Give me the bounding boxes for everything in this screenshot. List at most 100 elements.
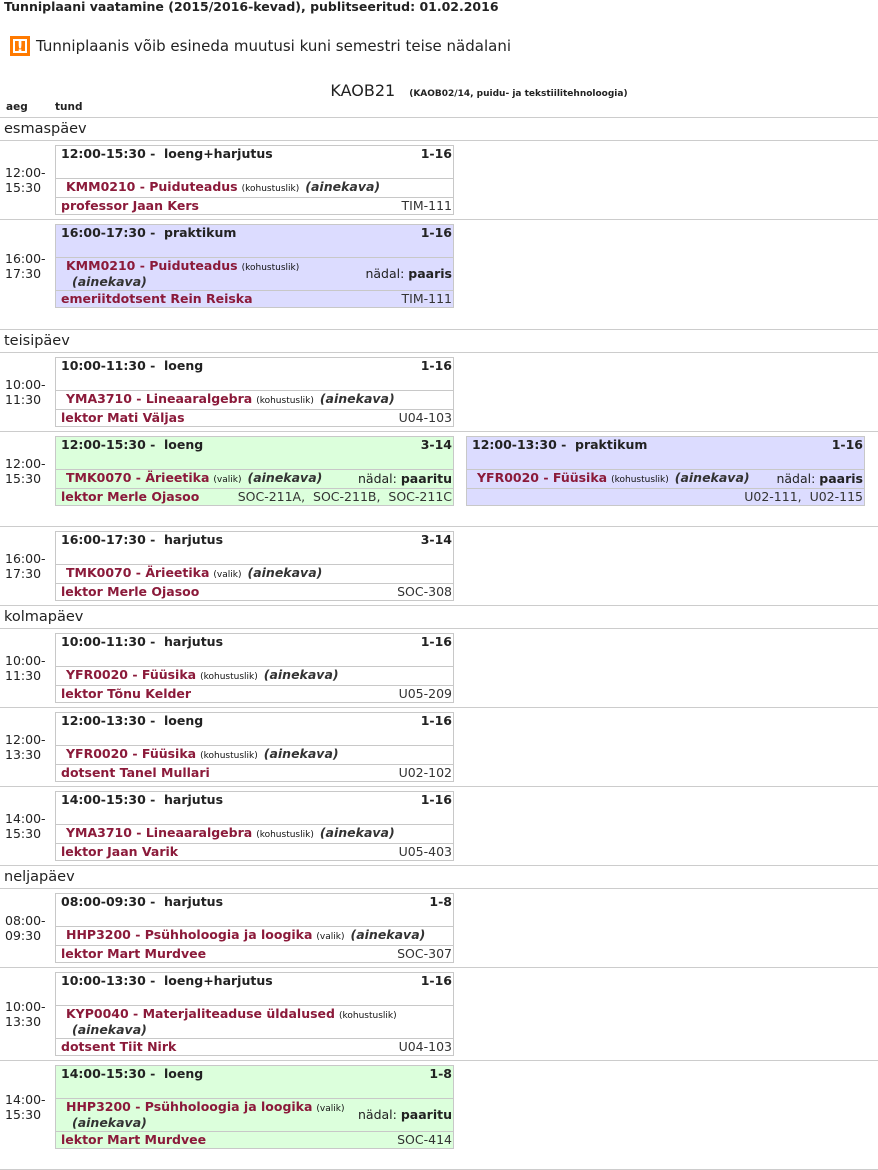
course-link[interactable]: HHP3200 - Psühholoogia ja loogika <box>66 1099 313 1114</box>
course-link[interactable]: KYP0040 - Materjaliteaduse üldalused <box>66 1006 335 1021</box>
teacher-link[interactable]: lektor Merle Ojasoo <box>61 584 200 599</box>
course-status: (kohustuslik) <box>338 1011 397 1021</box>
time-slot: 12:00- 15:30 12:00-15:30 - loeng 3-14 TMK007… <box>0 432 878 527</box>
ainekava-link[interactable]: (ainekava) <box>72 274 147 289</box>
slot-time-text: 14:00- 15:30 <box>5 811 46 841</box>
rooms: U04-103 <box>398 410 452 425</box>
course-link[interactable]: YFR0020 - Füüsika <box>66 667 197 682</box>
rooms: SOC-308 <box>397 584 452 599</box>
lesson-card: 14:00-15:30 - harjutus 1-16 YMA3710 - Line… <box>55 791 454 861</box>
teacher-link[interactable]: professor Jaan Kers <box>61 198 199 213</box>
course-status: (kohustuslik) <box>611 475 669 485</box>
lesson-cards: 16:00-17:30 - harjutus 3-14 TMK0070 - Ärie… <box>55 531 454 601</box>
lesson-header: 12:00-13:30 - loeng 1-16 <box>56 713 453 746</box>
time-slot: 14:00- 15:30 14:00-15:30 - loeng 1-8 HHP3200… <box>0 1061 878 1170</box>
day-header: kolmapäev <box>0 606 878 629</box>
teacher-link[interactable]: lektor Mati Väljas <box>61 410 185 425</box>
ainekava-link[interactable]: (ainekava) <box>674 470 750 485</box>
rooms: SOC-414 <box>397 1132 452 1147</box>
ainekava-link[interactable]: (ainekava) <box>72 1022 147 1037</box>
course-link[interactable]: KMM0210 - Puiduteadus <box>66 179 238 194</box>
course-link[interactable]: YFR0020 - Füüsika <box>66 746 197 761</box>
course-status: (kohustuslik) <box>256 830 314 840</box>
lesson-card: 16:00-17:30 - praktikum 1-16 KMM0210 - Pui… <box>55 224 454 308</box>
lesson-header: 16:00-17:30 - praktikum 1-16 <box>56 225 453 258</box>
teacher-link[interactable]: lektor Mart Murdvee <box>61 1132 207 1147</box>
course-link[interactable]: TMK0070 - Ärieetika <box>66 565 210 580</box>
time-slot: 16:00- 17:30 16:00-17:30 - praktikum 1-16 KM… <box>0 220 878 330</box>
teacher-link[interactable]: dotsent Tiit Nirk <box>61 1039 177 1054</box>
course-link[interactable]: YFR0020 - Füüsika <box>477 470 608 485</box>
course-info: HHP3200 - Psühholoogia ja loogika (valik… <box>66 928 452 944</box>
lesson-cards: 12:00-13:30 - loeng 1-16 YFR0020 - Füüsika… <box>55 712 454 782</box>
rooms: SOC-307 <box>397 946 452 961</box>
course-link[interactable]: TMK0070 - Ärieetika <box>66 470 210 485</box>
column-headers: aeg tund <box>0 101 878 118</box>
ainekava-link[interactable]: (ainekava) <box>72 1115 147 1130</box>
rooms: TIM-111 <box>401 291 452 306</box>
slot-time: 10:00- 11:30 <box>0 357 55 427</box>
slot-time: 12:00- 13:30 <box>0 712 55 782</box>
ainekava-link[interactable]: (ainekava) <box>247 565 323 580</box>
teacher-row: professor Jaan Kers TIM-111 <box>56 198 453 214</box>
ainekava-link[interactable]: (ainekava) <box>319 825 395 840</box>
teacher-link[interactable]: emeriitdotsent Rein Reiska <box>61 291 253 306</box>
page-title: Tunniplaani vaatamine (2015/2016-kevad),… <box>4 0 499 14</box>
course-link[interactable]: YMA3710 - Lineaaralgebra <box>66 825 253 840</box>
lesson-time-type: 14:00-15:30 - harjutus <box>61 792 224 807</box>
teacher-link[interactable]: dotsent Tanel Mullari <box>61 765 210 780</box>
time-slot: 16:00- 17:30 16:00-17:30 - harjutus 3-14 TMK… <box>0 527 878 606</box>
time-slot: 08:00- 09:30 08:00-09:30 - harjutus 1-8 HHP3… <box>0 889 878 968</box>
teacher-row: U02-111, U02-115 <box>467 489 864 505</box>
ainekava-link[interactable]: (ainekava) <box>263 746 339 761</box>
course-row: KYP0040 - Materjaliteaduse üldalused (ko… <box>56 1006 453 1039</box>
teacher-row: lektor Tõnu Kelder U05-209 <box>56 686 453 702</box>
group-heading: KAOB21 (KAOB02/14, puidu- ja tekstiilite… <box>0 81 878 101</box>
course-row: KMM0210 - Puiduteadus (kohustuslik) (aine… <box>56 179 453 198</box>
lesson-weeks: 1-16 <box>420 713 452 728</box>
lesson-header: 10:00-11:30 - harjutus 1-16 <box>56 634 453 667</box>
lesson-card: 14:00-15:30 - loeng 1-8 HHP3200 - Psühholo… <box>55 1065 454 1149</box>
slot-time-text: 16:00- 17:30 <box>5 551 46 581</box>
teacher-link[interactable]: lektor Merle Ojasoo <box>61 489 200 504</box>
ainekava-link[interactable]: (ainekava) <box>247 470 323 485</box>
lesson-card: 10:00-11:30 - loeng 1-16 YMA3710 - Lineaar… <box>55 357 454 427</box>
course-status: (kohustuslik) <box>200 751 258 761</box>
slot-time-text: 10:00- 11:30 <box>5 653 46 683</box>
lesson-header: 10:00-11:30 - loeng 1-16 <box>56 358 453 391</box>
day-header: esmaspäev <box>0 118 878 141</box>
lesson-time-type: 12:00-15:30 - loeng <box>61 437 204 452</box>
teacher-link[interactable]: lektor Jaan Varik <box>61 844 179 859</box>
slot-time: 10:00- 11:30 <box>0 633 55 703</box>
teacher-link[interactable]: lektor Tõnu Kelder <box>61 686 192 701</box>
ainekava-link[interactable]: (ainekava) <box>263 667 339 682</box>
lesson-time-type: 12:00-13:30 - praktikum <box>472 437 648 452</box>
lesson-weeks: 1-8 <box>429 1066 452 1081</box>
teacher-row: lektor Merle Ojasoo SOC-211A, SOC-211B, S… <box>56 489 453 505</box>
course-link[interactable]: YMA3710 - Lineaaralgebra <box>66 391 253 406</box>
teacher-row: lektor Merle Ojasoo SOC-308 <box>56 584 453 600</box>
week-parity: nädal: paaris <box>776 471 863 486</box>
course-row: HHP3200 - Psühholoogia ja loogika (valik… <box>56 1099 453 1132</box>
time-slot: 10:00- 11:30 10:00-11:30 - harjutus 1-16 YFR… <box>0 629 878 708</box>
course-link[interactable]: KMM0210 - Puiduteadus <box>66 258 238 273</box>
course-link[interactable]: HHP3200 - Psühholoogia ja loogika <box>66 927 313 942</box>
ainekava-link[interactable]: (ainekava) <box>305 179 381 194</box>
course-row: YFR0020 - Füüsika (kohustuslik) (ainekava… <box>56 667 453 686</box>
lesson-weeks: 1-16 <box>420 146 452 161</box>
slot-time: 14:00- 15:30 <box>0 1065 55 1149</box>
teacher-link[interactable]: lektor Mart Murdvee <box>61 946 207 961</box>
lesson-header: 14:00-15:30 - harjutus 1-16 <box>56 792 453 825</box>
course-status: (kohustuslik) <box>241 263 300 273</box>
slot-time: 08:00- 09:30 <box>0 893 55 963</box>
week-parity: nädal: paaris <box>365 266 452 281</box>
lesson-time-type: 10:00-11:30 - loeng <box>61 358 204 373</box>
group-description: (KAOB02/14, puidu- ja tekstiilitehnoloog… <box>409 89 628 99</box>
ainekava-link[interactable]: (ainekava) <box>350 927 426 942</box>
lesson-time-type: 08:00-09:30 - harjutus <box>61 894 224 909</box>
week-parity-value: paaris <box>408 266 452 281</box>
week-parity-value: paaritu <box>400 1107 452 1122</box>
ainekava-link[interactable]: (ainekava) <box>319 391 395 406</box>
slot-time: 12:00- 15:30 <box>0 145 55 215</box>
course-info: TMK0070 - Ärieetika (valik) (ainekava) <box>66 566 452 582</box>
